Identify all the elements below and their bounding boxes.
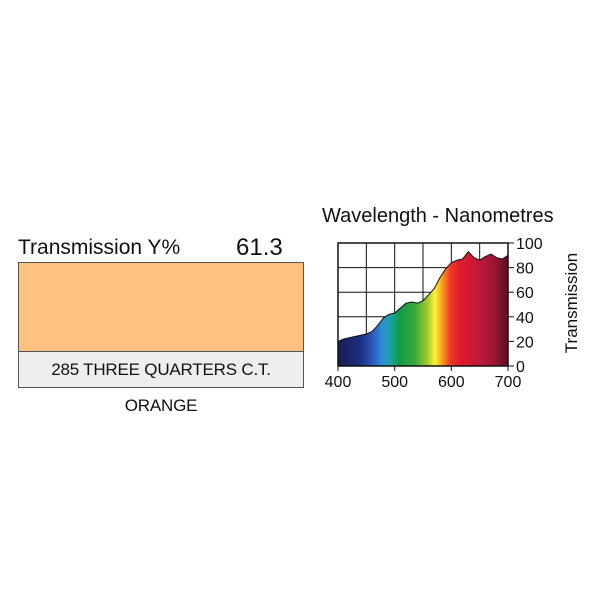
color-swatch xyxy=(18,262,304,352)
y-tick-label: 100 xyxy=(516,236,543,253)
x-tick-label: 700 xyxy=(495,374,522,391)
y-tick-label: 80 xyxy=(516,261,534,278)
y-tick-label: 60 xyxy=(516,285,534,302)
y-tick-label: 0 xyxy=(516,359,525,376)
transmission-value: 61.3 xyxy=(236,234,283,261)
plot-frame xyxy=(337,242,509,367)
y-tick-label: 20 xyxy=(516,334,534,351)
filter-name: 285 THREE QUARTERS C.T. ORANGE xyxy=(18,352,304,415)
chart-title: Wavelength - Nanometres xyxy=(322,205,554,227)
x-tick-label: 600 xyxy=(438,374,465,391)
y-tick-label: 40 xyxy=(516,310,534,327)
transmission-area xyxy=(337,250,509,367)
transmission-label: Transmission Y% xyxy=(18,236,181,259)
x-tick-label: 400 xyxy=(325,374,352,391)
y-axis-label: Transmission xyxy=(562,252,581,354)
x-tick-label: 500 xyxy=(381,374,408,391)
transmission-chart: 400 500 600 700 0 20 40 60 80 100 xyxy=(325,236,543,391)
